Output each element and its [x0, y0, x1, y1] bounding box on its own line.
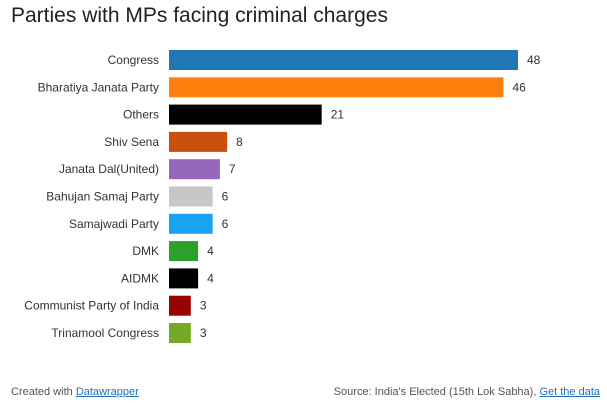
- footer-source: Source: India's Elected (15th Lok Sabha)…: [334, 386, 600, 398]
- bar: [169, 323, 191, 343]
- category-label: Samajwadi Party: [69, 217, 159, 231]
- value-label: 3: [200, 299, 207, 313]
- value-label: 6: [222, 190, 229, 204]
- bar: [169, 213, 213, 234]
- category-label: Shiv Sena: [104, 135, 159, 149]
- bar: [169, 241, 199, 262]
- value-label: 8: [236, 135, 243, 149]
- get-the-data-link[interactable]: Get the data: [539, 386, 600, 398]
- value-label: 21: [331, 108, 345, 122]
- value-label: 4: [207, 271, 214, 285]
- category-label: Congress: [108, 53, 159, 67]
- value-label: 7: [229, 162, 236, 176]
- category-label: Janata Dal(United): [59, 162, 159, 176]
- bar: [169, 77, 504, 98]
- bar: [169, 159, 220, 180]
- value-label: 6: [222, 217, 229, 231]
- category-label: AIDMK: [121, 271, 159, 285]
- category-label: Bharatiya Janata Party: [38, 80, 159, 94]
- value-label: 4: [207, 244, 214, 258]
- datawrapper-link[interactable]: Datawrapper: [75, 386, 139, 398]
- bar: [169, 295, 191, 316]
- value-label: 3: [200, 326, 207, 340]
- category-label: DMK: [132, 244, 159, 258]
- bar: [169, 268, 199, 289]
- category-label: Others: [123, 108, 159, 122]
- bar: [169, 50, 518, 70]
- value-label: 46: [512, 80, 526, 94]
- category-label: Bahujan Samaj Party: [46, 190, 159, 204]
- category-label: Trinamool Congress: [51, 326, 159, 340]
- credit-text: Created with: [11, 386, 76, 398]
- bar: [169, 186, 213, 207]
- source-text: Source: India's Elected (15th Lok Sabha)…: [333, 386, 540, 398]
- footer-credit: Created with Datawrapper: [11, 386, 139, 398]
- bar: [169, 131, 228, 152]
- chart-title: Parties with MPs facing criminal charges: [11, 4, 388, 27]
- value-label: 48: [527, 53, 541, 67]
- bar: [169, 104, 322, 125]
- category-label: Communist Party of India: [24, 299, 159, 313]
